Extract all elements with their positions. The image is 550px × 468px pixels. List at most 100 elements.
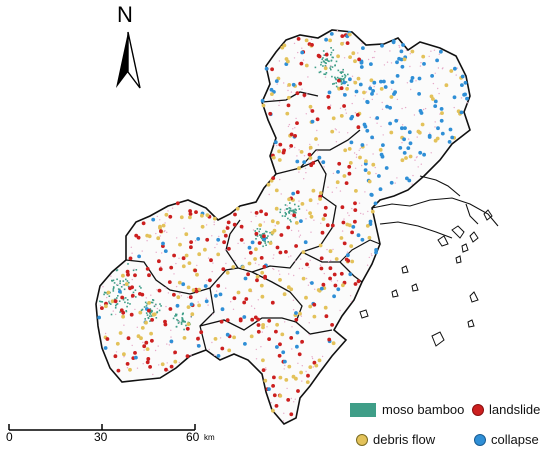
- collapse-point: [294, 311, 298, 315]
- collapse-point: [447, 140, 452, 144]
- bamboo-patch: [265, 244, 267, 246]
- debris-flow-point: [266, 182, 271, 187]
- background-point: [341, 230, 344, 232]
- landslide-point: [259, 209, 263, 214]
- background-point: [211, 341, 213, 344]
- collapse-point: [329, 32, 334, 36]
- bamboo-patch: [112, 279, 115, 282]
- collapse-point: [365, 100, 370, 105]
- debris-flow-point: [275, 322, 279, 327]
- background-point: [278, 270, 280, 272]
- bamboo-patch: [260, 234, 262, 236]
- background-point: [290, 255, 292, 257]
- debris-flow-point: [176, 295, 181, 300]
- debris-flow-point: [323, 305, 328, 310]
- bamboo-patch: [101, 301, 104, 303]
- background-point: [170, 329, 172, 331]
- background-point: [422, 108, 425, 111]
- scale-bar: 0 30 60 km: [6, 424, 226, 456]
- background-point: [376, 93, 378, 95]
- landslide-point: [262, 264, 267, 269]
- background-point: [354, 112, 357, 114]
- landslide-point: [319, 256, 324, 261]
- background-point: [273, 98, 275, 101]
- collapse-point: [291, 82, 296, 87]
- background-point: [294, 146, 296, 149]
- bamboo-patch: [289, 207, 292, 210]
- background-point: [366, 264, 369, 266]
- landslide-point: [128, 286, 132, 291]
- debris-flow-point: [323, 66, 328, 71]
- bamboo-patch: [330, 51, 333, 54]
- background-point: [311, 356, 313, 358]
- background-point: [278, 104, 280, 107]
- bamboo-patch: [115, 269, 118, 272]
- collapse-point: [460, 83, 464, 87]
- landslide-point: [286, 225, 291, 230]
- collapse-point: [398, 146, 403, 150]
- landslide-point: [208, 278, 212, 283]
- bamboo-patch: [266, 231, 268, 233]
- background-point: [371, 98, 373, 101]
- bamboo-patch: [314, 66, 317, 69]
- bamboo-patch: [265, 230, 267, 233]
- collapse-point: [460, 74, 465, 79]
- bamboo-patch: [177, 322, 180, 324]
- collapse-point: [354, 89, 359, 94]
- background-point: [255, 348, 257, 351]
- debris-flow-point: [263, 378, 268, 383]
- background-point: [290, 213, 292, 215]
- debris-flow-point: [308, 156, 313, 160]
- landslide-point: [233, 212, 237, 217]
- collapse-point: [348, 272, 353, 277]
- landslide-point: [263, 275, 267, 280]
- background-point: [347, 212, 349, 214]
- background-point: [360, 212, 362, 215]
- landslide-dot-icon: [472, 403, 484, 416]
- background-point: [359, 147, 361, 150]
- background-point: [354, 95, 357, 97]
- debris-flow-point: [122, 352, 126, 357]
- collapse-point: [203, 284, 208, 288]
- collapse-point: [395, 60, 399, 65]
- background-point: [376, 122, 378, 124]
- background-point: [466, 102, 468, 104]
- landslide-point: [307, 152, 312, 157]
- background-point: [283, 368, 285, 370]
- bamboo-patch: [259, 228, 261, 230]
- landslide-point: [271, 384, 275, 388]
- background-point: [292, 299, 295, 301]
- background-point: [371, 254, 373, 257]
- background-point: [131, 252, 133, 254]
- collapse-point: [378, 187, 383, 192]
- background-point: [390, 62, 393, 64]
- legend-item-collapse: collapse: [474, 432, 539, 447]
- background-point: [287, 125, 290, 128]
- background-point: [160, 266, 162, 268]
- background-point: [308, 334, 310, 336]
- background-point: [205, 297, 207, 299]
- background-point: [313, 219, 315, 221]
- background-point: [330, 280, 333, 282]
- landslide-point: [133, 351, 137, 355]
- background-point: [108, 300, 110, 302]
- landslide-point: [356, 125, 361, 130]
- background-point: [306, 92, 308, 95]
- background-point: [366, 144, 368, 146]
- debris-flow-point: [138, 310, 143, 315]
- debris-flow-point: [104, 304, 108, 309]
- bamboo-patch: [119, 288, 121, 291]
- landslide-point: [294, 244, 298, 248]
- background-point: [375, 172, 377, 175]
- bamboo-patch: [172, 317, 175, 320]
- background-point: [332, 248, 334, 251]
- background-point: [311, 357, 314, 360]
- debris-flow-point: [335, 180, 340, 185]
- debris-flow-point: [232, 335, 237, 340]
- collapse-point: [433, 99, 438, 104]
- debris-flow-point: [444, 83, 449, 88]
- background-point: [290, 397, 292, 400]
- debris-flow-point: [241, 265, 245, 269]
- background-point: [146, 240, 148, 242]
